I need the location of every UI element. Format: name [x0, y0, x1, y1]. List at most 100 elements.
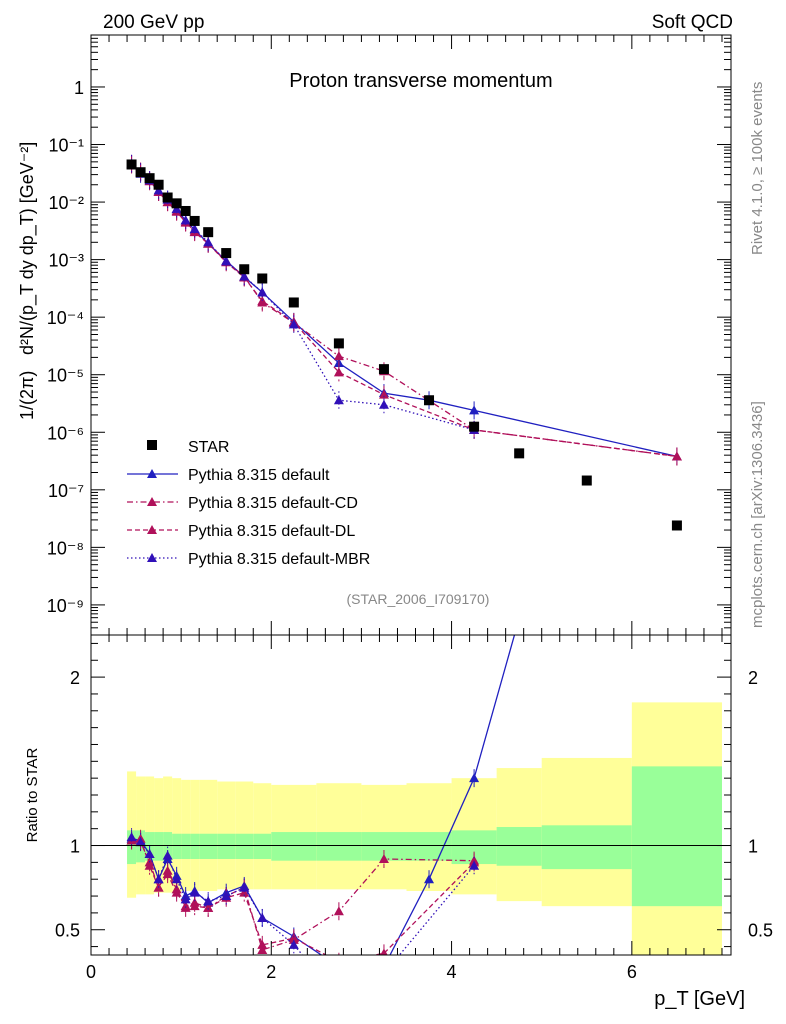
ratio-tick-label-left-1: 1	[70, 837, 80, 857]
ratio-point-3-4	[162, 850, 173, 860]
band-inner-13	[316, 832, 362, 861]
ratio-point-3-7	[189, 887, 200, 897]
ratio-point-2-4	[162, 865, 173, 875]
y-tick-label-6: 10⁻³	[48, 251, 84, 271]
legend-label-cd: Pythia 8.315 default-CD	[188, 495, 358, 512]
main-point-3-9	[221, 256, 232, 266]
star-point-7	[189, 215, 200, 226]
main-point-2-14	[378, 389, 389, 399]
star-point-13	[333, 338, 344, 349]
main-frame	[90, 34, 732, 636]
band-inner-18	[541, 825, 632, 870]
main-point-3-14	[378, 399, 389, 409]
header-left: 200 GeV pp	[103, 12, 204, 33]
x-axis-title: p_T [GeV]	[654, 988, 745, 1010]
star-point-6	[180, 205, 191, 216]
ratio-point-1-13	[333, 906, 344, 916]
legend-label-default: Pythia 8.315 default	[188, 467, 330, 484]
ratio-point-2-2	[144, 860, 155, 870]
ratio-point-2-7	[189, 901, 200, 911]
x-tick-label-0: 0	[86, 962, 96, 982]
ratio-point-3-0	[126, 832, 137, 842]
ratio-point-3-15	[469, 860, 480, 870]
star-points	[126, 159, 682, 531]
ratio-point-1-11	[257, 944, 268, 954]
ratio-point-3-3	[153, 874, 164, 884]
star-point-5	[171, 198, 182, 209]
y-axis-title-prefix: 1/(2π)	[17, 371, 37, 420]
main-line-3	[131, 163, 475, 431]
y-tick-label-2: 10⁻⁷	[48, 481, 84, 501]
ratio-point-3-12	[288, 939, 299, 949]
ratio-point-0-15	[424, 874, 435, 884]
ratio-point-3-13	[334, 992, 344, 1001]
main-curves	[126, 154, 682, 466]
star-point-14	[378, 364, 389, 375]
legend-marker-default	[147, 469, 157, 478]
x-tick-label-3: 6	[627, 962, 637, 982]
side-text-rivet: Rivet 4.1.0, ≥ 100k events	[749, 82, 766, 255]
ratio-point-0-16	[469, 773, 480, 783]
star-point-19	[671, 520, 682, 531]
main-line-1	[131, 164, 677, 458]
ratio-point-0-13	[334, 962, 344, 971]
ratio-point-3-9	[221, 891, 232, 901]
ratio-uncertainty-bands	[127, 702, 722, 955]
star-point-15	[424, 395, 435, 406]
ratio-point-2-8	[203, 902, 214, 912]
band-inner-5	[172, 833, 182, 859]
ratio-point-0-17	[514, 613, 524, 622]
main-point-1-13	[333, 351, 344, 361]
ratio-point-3-10	[239, 882, 250, 892]
y-tick-label-3: 10⁻⁶	[47, 423, 84, 443]
ratio-point-2-5	[171, 884, 182, 894]
star-point-17	[514, 448, 525, 459]
x-tick-label-2: 4	[447, 962, 457, 982]
ratio-point-3-5	[171, 874, 182, 884]
ratio-point-2-13	[334, 957, 344, 966]
main-point-3-7	[189, 224, 200, 234]
main-line-0	[131, 163, 678, 458]
ratio-point-3-14	[379, 969, 389, 978]
ratio-curves	[126, 613, 524, 1001]
band-inner-4	[163, 832, 173, 861]
band-inner-19	[631, 766, 722, 907]
legend-marker-star	[147, 440, 157, 450]
band-inner-10	[235, 833, 254, 859]
ratio-point-3-11	[257, 912, 268, 922]
ratio-tick-label-left-0: 0.5	[55, 921, 80, 941]
main-point-3-12	[288, 319, 299, 329]
ratio-tick-label-left-2: 2	[70, 668, 80, 688]
band-inner-7	[190, 833, 200, 859]
ratio-tick-label-right-0: 0.5	[748, 921, 773, 941]
band-inner-17	[496, 827, 542, 866]
band-inner-6	[181, 833, 191, 859]
axis-ticks: 0 2 4 6 10⁻⁹ 10⁻⁸ 10⁻⁷ 10⁻⁶ 10⁻⁵ 10⁻⁴ 10⁻³ 10⁻² 10⁻¹…	[47, 34, 773, 982]
ratio-line-2	[131, 838, 475, 955]
ratio-line-1	[131, 839, 475, 951]
star-point-10	[239, 264, 250, 275]
y-tick-label-5: 10⁻⁴	[47, 308, 84, 328]
ratio-point-2-11	[257, 939, 268, 949]
legend: STAR Pythia 8.315 default Pythia 8.315 d…	[127, 439, 370, 568]
main-point-3-13	[333, 395, 344, 405]
legend-marker-cd	[147, 497, 157, 506]
x-tick-label-1: 2	[266, 962, 276, 982]
y-tick-label-4: 10⁻⁵	[47, 366, 84, 386]
legend-marker-mbr	[147, 553, 157, 562]
ratio-point-3-8	[203, 896, 214, 906]
band-inner-9	[217, 833, 236, 859]
main-point-2-13	[333, 367, 344, 377]
main-point-3-3	[153, 185, 164, 195]
analysis-watermark: (STAR_2006_I709170)	[347, 591, 490, 607]
y-tick-label-7: 10⁻²	[48, 193, 84, 213]
band-inner-15	[406, 832, 452, 861]
ratio-line-0	[131, 635, 516, 955]
ratio-point-3-1	[135, 837, 146, 847]
star-point-11	[257, 273, 268, 284]
legend-marker-dl	[147, 525, 157, 534]
legend-label-star: STAR	[188, 439, 229, 456]
main-point-2-16	[671, 451, 682, 461]
main-point-3-8	[203, 237, 214, 247]
